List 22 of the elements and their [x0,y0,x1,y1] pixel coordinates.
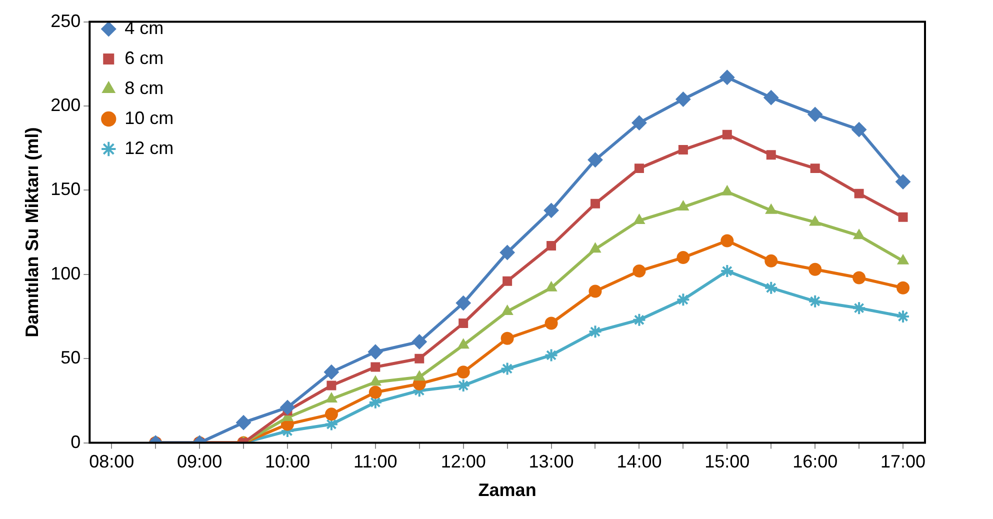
x-tick-label: 08:00 [89,452,134,472]
y-tick-label: 0 [70,432,81,452]
y-axis-title: Damıtılan Su Miktarı (ml) [22,127,42,338]
y-tick-label: 50 [60,348,81,368]
y-tick-label: 100 [50,263,81,284]
x-tick-label: 15:00 [704,452,750,472]
x-tick-label: 17:00 [880,452,926,472]
x-tick-label: 09:00 [177,452,222,472]
x-tick-label: 11:00 [354,452,398,472]
x-axis-title: Zaman [478,480,536,500]
y-tick-label: 250 [50,10,81,31]
y-tick-label: 150 [50,179,81,200]
x-tick-label: 13:00 [528,452,574,472]
x-tick-label: 14:00 [616,452,662,472]
y-tick-label: 200 [50,94,81,115]
legend-label: 10 cm [124,108,174,128]
x-tick-label: 12:00 [440,452,486,472]
x-tick-label: 16:00 [792,452,838,472]
legend-label: 6 cm [124,48,164,68]
legend-label: 8 cm [124,78,164,98]
legend-label: 12 cm [124,138,174,158]
x-tick-label: 10:00 [264,452,310,472]
